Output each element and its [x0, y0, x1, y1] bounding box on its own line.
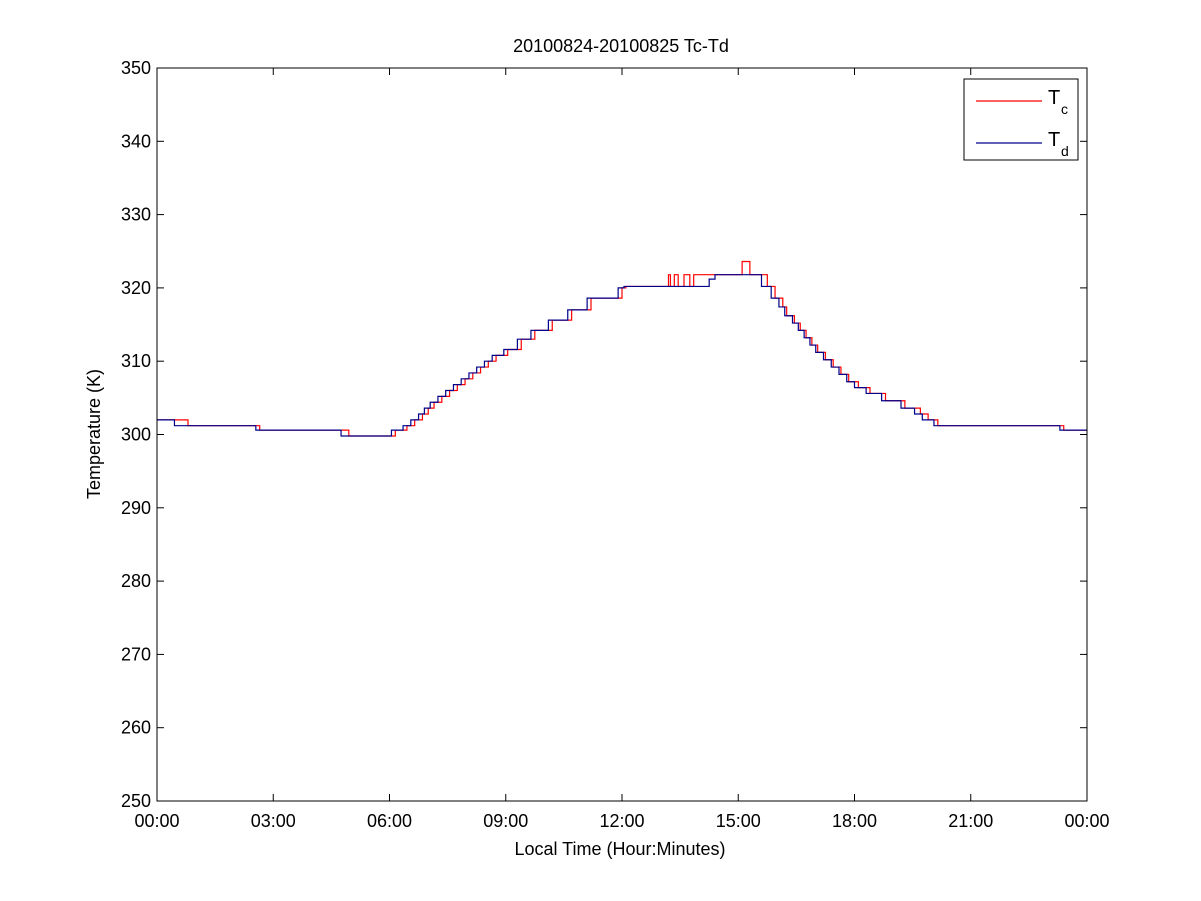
y-tick-label: 250 [121, 791, 151, 811]
legend-label-tc: T [1048, 87, 1060, 109]
y-tick-label: 330 [121, 205, 151, 225]
y-axis-label: Temperature (K) [84, 369, 104, 499]
y-tick-label: 260 [121, 718, 151, 738]
legend-label-td: T [1048, 129, 1060, 151]
x-tick-label: 00:00 [134, 811, 179, 831]
y-tick-label: 340 [121, 131, 151, 151]
x-tick-label: 03:00 [251, 811, 296, 831]
legend-label-sub-tc: c [1061, 101, 1068, 117]
y-tick-label: 270 [121, 644, 151, 664]
legend-box [963, 78, 1079, 161]
y-tick-label: 310 [121, 351, 151, 371]
x-tick-label: 00:00 [1064, 811, 1109, 831]
legend-label-sub-td: d [1061, 143, 1069, 159]
y-tick-label: 300 [121, 425, 151, 445]
x-tick-label: 15:00 [716, 811, 761, 831]
x-tick-label: 06:00 [367, 811, 412, 831]
plot-area [157, 68, 1087, 801]
x-tick-label: 12:00 [599, 811, 644, 831]
x-tick-label: 21:00 [948, 811, 993, 831]
x-tick-label: 09:00 [483, 811, 528, 831]
y-tick-label: 320 [121, 278, 151, 298]
chart-title: 20100824-20100825 Tc-Td [513, 36, 729, 56]
axes-layer: 00:00 03:00 06:00 09:00 12:00 15:00 18:00 21:00… [121, 58, 1110, 831]
series-line-td [157, 274, 1087, 437]
x-axis-label: Local Time (Hour:Minutes) [514, 839, 725, 859]
y-tick-label: 290 [121, 498, 151, 518]
x-tick-label: 18:00 [832, 811, 877, 831]
y-tick-label: 280 [121, 571, 151, 591]
y-tick-label: 350 [121, 58, 151, 78]
series-layer [157, 260, 1087, 437]
